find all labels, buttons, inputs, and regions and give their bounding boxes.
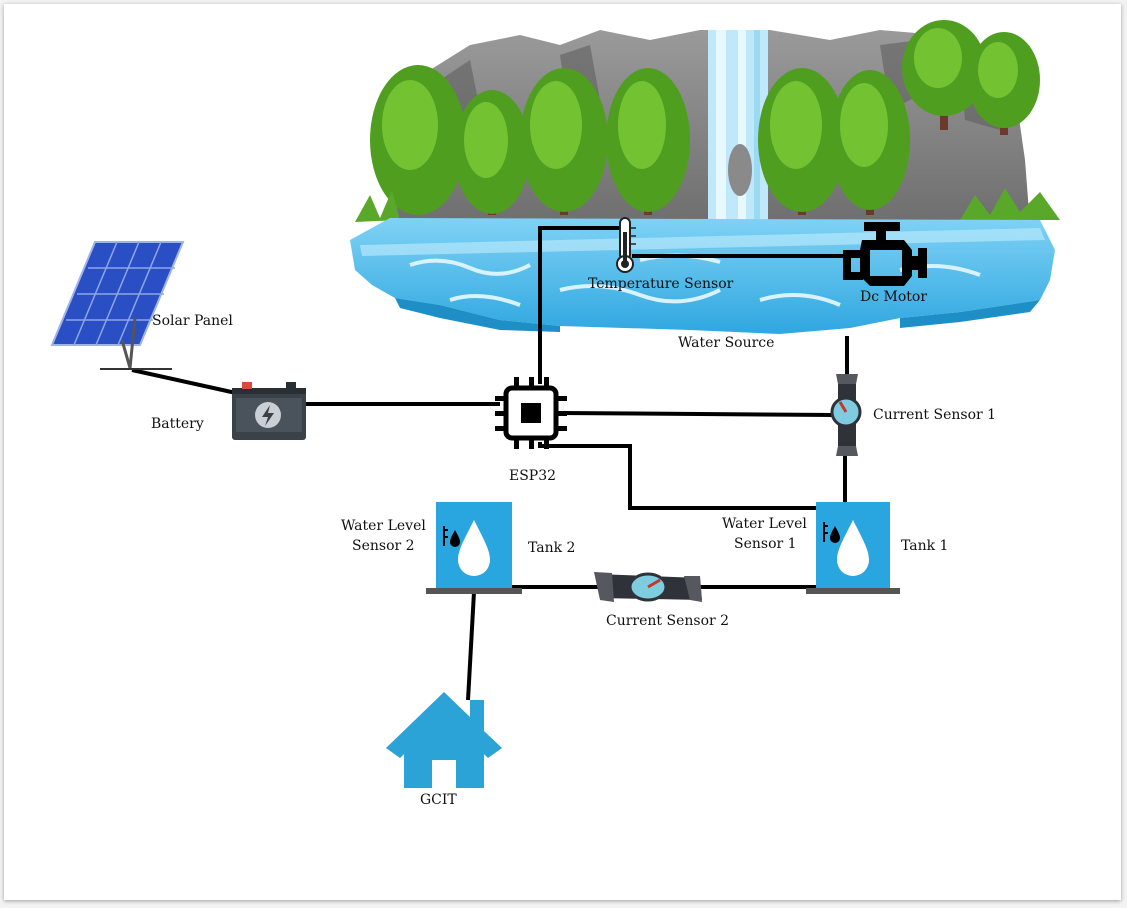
water-ripples — [409, 253, 981, 307]
water-level-sensor-1-label-line2: Sensor 1 — [734, 536, 797, 552]
wire-esp32-current1 — [559, 411, 835, 417]
wire-tank2-house — [466, 591, 476, 701]
dc-motor-icon — [843, 222, 927, 286]
tank-1-label: Tank 1 — [901, 538, 948, 554]
water-level-sensor-2-label-line2: Sensor 2 — [352, 538, 415, 554]
battery-label: Battery — [151, 416, 204, 432]
house-icon — [386, 692, 502, 788]
tree — [454, 90, 530, 215]
esp32-chip-icon — [495, 377, 567, 449]
tree — [830, 70, 910, 215]
tank-1-icon — [806, 502, 900, 594]
current-sensor-1-icon — [830, 374, 862, 456]
battery-icon — [232, 382, 306, 440]
wires — [131, 226, 849, 701]
tree — [520, 68, 608, 215]
labels: Temperature Sensor Dc Motor Water Source… — [151, 276, 996, 808]
tree — [968, 32, 1040, 135]
current-sensor-2-label: Current Sensor 2 — [606, 613, 729, 629]
water-level-sensor-2-icon — [443, 526, 460, 547]
tree — [606, 68, 690, 215]
solar-panel — [50, 241, 185, 370]
waterfall — [708, 30, 768, 220]
water-level-sensor-1-label-line1: Water Level — [722, 516, 807, 532]
temperature-sensor-label: Temperature Sensor — [588, 276, 734, 292]
water-level-sensor-2-label-line1: Water Level — [341, 518, 426, 534]
wire-solar-battery — [131, 368, 237, 395]
solar-panel-label: Solar Panel — [152, 313, 233, 329]
water-source-label: Water Source — [678, 335, 774, 351]
dc-motor-label: Dc Motor — [860, 289, 927, 305]
tree — [758, 68, 846, 215]
trees — [355, 20, 1060, 222]
tank-2-label: Tank 2 — [528, 540, 575, 556]
rock-shading — [440, 40, 1000, 150]
tank-2-icon — [426, 502, 522, 594]
grass — [355, 188, 1060, 222]
current-sensor-2-icon — [594, 572, 702, 602]
thermometer-icon — [616, 217, 636, 273]
gcit-label: GCIT — [420, 792, 457, 808]
water-source-scene — [350, 20, 1060, 334]
wire-esp32-temperature — [538, 226, 622, 384]
esp32-label: ESP32 — [509, 468, 556, 484]
tree — [370, 65, 466, 215]
tree — [902, 20, 986, 130]
water-level-sensor-1-icon — [823, 522, 840, 543]
wire-esp32-tank1 — [538, 442, 818, 510]
current-sensor-1-label: Current Sensor 1 — [873, 407, 996, 423]
